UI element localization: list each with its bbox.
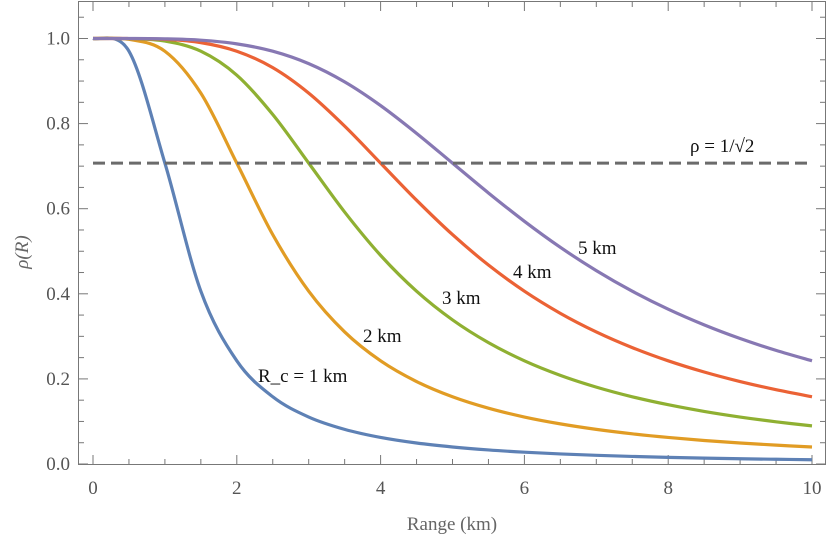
y-tick-label: 0.4: [46, 284, 70, 305]
series-line-5: [92, 36, 813, 363]
annotation-5km: 5 km: [578, 238, 617, 259]
series-line-1: [92, 36, 813, 462]
y-tick-label: 0.0: [46, 454, 70, 475]
y-axis-label: ρ(R): [12, 235, 33, 269]
annotation-3km: 3 km: [442, 288, 481, 309]
x-tick-label: 4: [376, 478, 386, 499]
series-line-3: [92, 36, 813, 428]
annotation-2km: 2 km: [363, 326, 402, 347]
annotation-4km: 4 km: [513, 262, 552, 283]
ticks: 0 2 4 6 8 10 0.0 0.2 0.4 0.6 0.8 1.0: [46, 2, 825, 499]
y-tick-label: 0.8: [46, 114, 70, 135]
series-lines: [92, 36, 813, 462]
x-tick-label: 0: [88, 478, 98, 499]
y-tick-label: 0.2: [46, 369, 70, 390]
plot-frame: [78, 1, 826, 465]
x-tick-label: 8: [663, 478, 673, 499]
series-line-4: [92, 36, 813, 399]
y-tick-label: 0.6: [46, 199, 70, 220]
x-axis-label: Range (km): [407, 514, 497, 535]
x-tick-label: 10: [803, 478, 822, 499]
series-line-2: [92, 36, 813, 449]
x-tick-label: 2: [232, 478, 242, 499]
y-tick-label: 1.0: [46, 29, 70, 50]
annotation-rc-1km: R_c = 1 km: [258, 366, 348, 387]
reference-line-label: ρ = 1/√2: [690, 136, 754, 157]
x-tick-label: 6: [520, 478, 530, 499]
